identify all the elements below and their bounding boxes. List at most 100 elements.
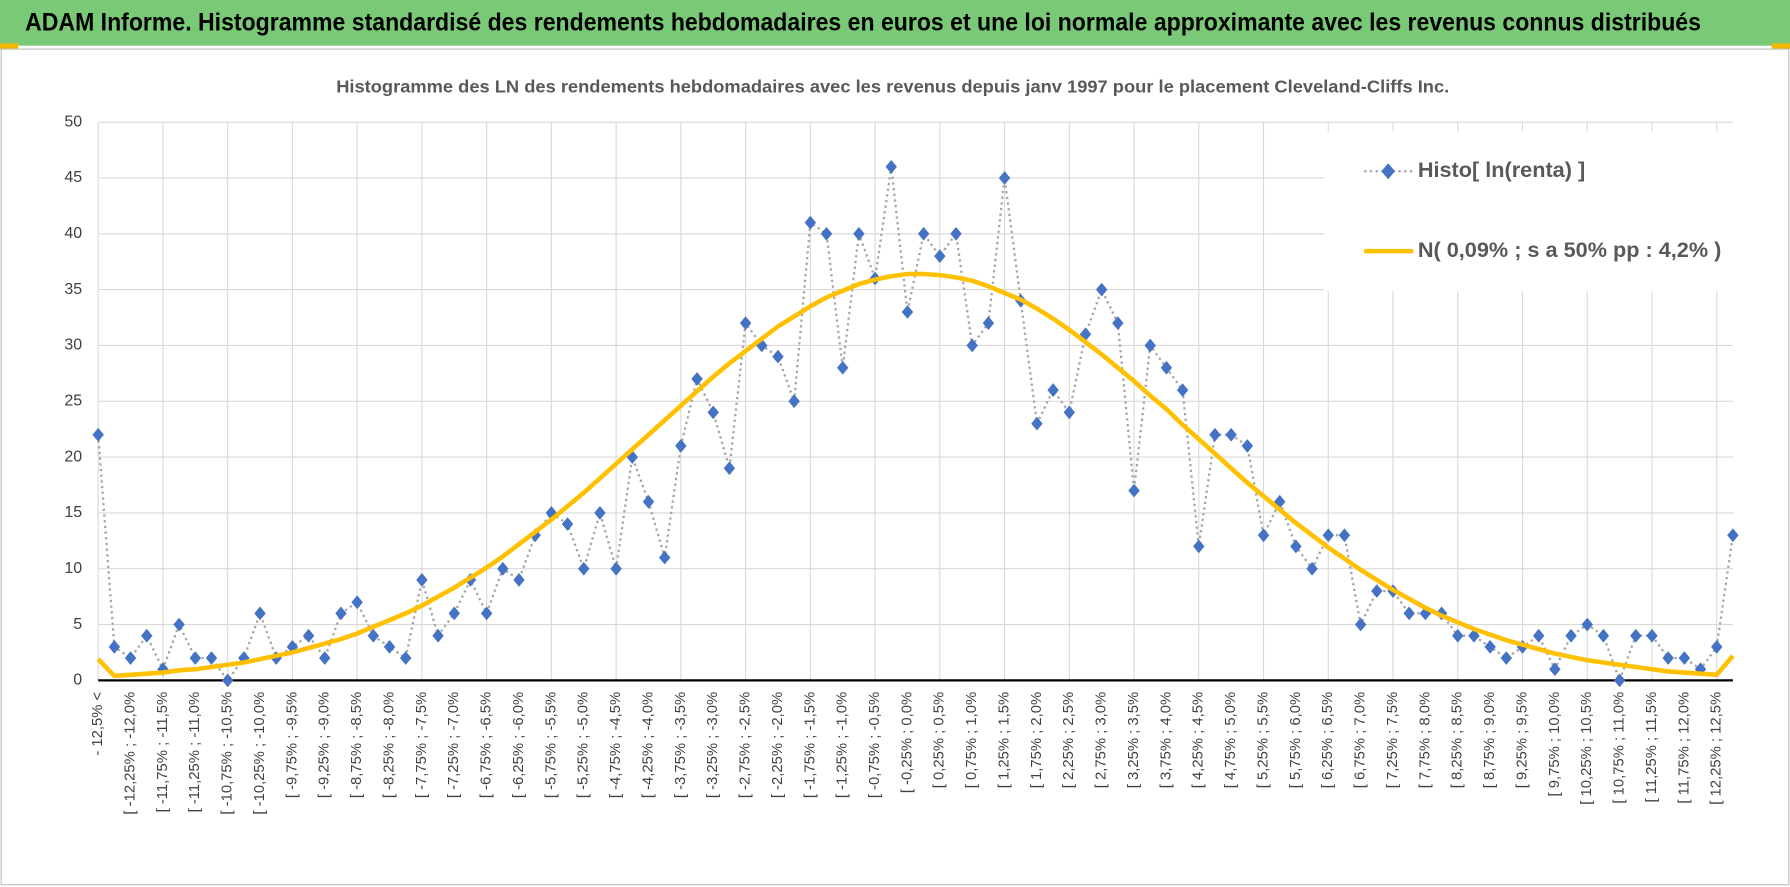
legend-label: N( 0,09% ; s a 50% pp : 4,2% ) <box>1418 237 1722 262</box>
x-tick-label: [ -3,75% ; -3,5% <box>673 692 689 798</box>
marker <box>642 494 655 509</box>
x-tick-label: [ -2,75% ; -2,5% <box>738 692 754 798</box>
y-tick-label: 15 <box>64 504 82 521</box>
marker <box>1047 383 1059 397</box>
x-tick-label: [ 11,75% ; 12,0% <box>1676 692 1692 804</box>
x-tick-label: [ -3,25% ; -3,0% <box>705 692 721 798</box>
x-tick-label: [ -0,75% ; -0,5% <box>867 692 883 798</box>
marker <box>173 617 185 632</box>
marker <box>1257 528 1270 543</box>
marker <box>998 171 1011 185</box>
legend-label: Histo[ ln(renta) ] <box>1418 157 1585 182</box>
y-tick-label: 35 <box>64 281 82 298</box>
marker <box>1209 427 1221 442</box>
marker <box>658 550 671 565</box>
marker <box>351 595 363 610</box>
x-tick-label: [ -6,25% ; -6,0% <box>511 692 527 798</box>
series-line <box>96 271 1735 679</box>
x-tick-label: [ 7,75% ; 8,0% <box>1417 692 1433 788</box>
y-tick-label: 5 <box>73 616 82 633</box>
marker <box>1354 617 1367 632</box>
marker <box>1225 427 1237 442</box>
marker <box>1128 483 1140 498</box>
x-tick-label: [ -5,25% ; -5,0% <box>576 692 592 798</box>
marker <box>1241 439 1254 453</box>
x-tick-label: [ -8,75% ; -8,5% <box>349 692 365 798</box>
x-tick-label: [ -5,75% ; -5,5% <box>543 692 559 798</box>
marker <box>1290 539 1302 554</box>
marker <box>1193 539 1205 554</box>
marker <box>804 215 817 230</box>
x-tick-label: [ 10,25% ; 10,5% <box>1579 692 1595 805</box>
x-tick-label: [ 0,25% ; 0,5% <box>932 692 948 788</box>
marker <box>820 226 833 241</box>
marker <box>1144 338 1156 353</box>
y-tick-label: 45 <box>64 169 82 186</box>
x-tick-label: [ -11,75% ; -11,5% <box>155 692 171 813</box>
x-tick-label: [ 0,75% ; 1,0% <box>964 692 980 788</box>
x-tick-label: [ 6,75% ; 7,0% <box>1353 692 1369 788</box>
marker <box>578 561 590 576</box>
marker <box>772 349 784 364</box>
x-tick-label: [ -6,75% ; -6,5% <box>479 692 495 798</box>
marker <box>1727 528 1739 543</box>
y-tick-label: 25 <box>64 392 82 409</box>
marker <box>610 561 622 576</box>
header-accent <box>1771 43 1790 50</box>
header-title: ADAM Informe. Histogramme standardisé de… <box>25 9 1701 37</box>
header-accent <box>0 43 19 50</box>
x-tick-label: [ 2,75% ; 3,0% <box>1094 692 1110 788</box>
x-tick-label: [ -9,75% ; -9,5% <box>284 692 300 798</box>
x-tick-label: [ 5,25% ; 5,5% <box>1255 692 1271 788</box>
x-tick-label: [ 6,25% ; 6,5% <box>1320 692 1336 788</box>
chart-title: Histogramme des LN des rendements hebdom… <box>336 77 1449 96</box>
y-tick-label: 50 <box>64 113 82 130</box>
marker <box>691 372 703 386</box>
x-tick-label: - 12,5% < <box>90 692 106 756</box>
marker <box>788 394 800 409</box>
marker <box>966 338 978 353</box>
marker <box>1112 316 1124 330</box>
header-bar <box>0 0 1790 46</box>
marker <box>1549 662 1561 677</box>
marker <box>1581 617 1593 632</box>
marker <box>917 226 930 241</box>
y-tick-label: 40 <box>64 225 82 242</box>
x-tick-label: [ 9,25% ; 9,5% <box>1514 692 1530 788</box>
marker <box>837 360 849 375</box>
x-tick-label: [ -7,25% ; -7,0% <box>446 692 462 798</box>
x-tick-label: [ -1,25% ; -1,0% <box>835 692 851 798</box>
y-tick-label: 10 <box>64 560 82 577</box>
x-tick-label: [ -12,25% ; -12,0% <box>122 692 138 815</box>
x-tick-label: [ -2,25% ; -2,0% <box>770 692 786 798</box>
marker <box>739 316 752 330</box>
y-tick-label: 30 <box>64 337 82 354</box>
marker <box>950 226 962 241</box>
marker <box>982 316 995 330</box>
marker <box>675 439 687 453</box>
marker <box>853 226 865 241</box>
x-tick-label: [ -1,75% ; -1,5% <box>802 692 818 798</box>
x-tick-label: [ 11,25% ; 11,5% <box>1644 692 1660 803</box>
x-tick-label: [ -11,25% ; -11,0% <box>187 692 203 813</box>
marker <box>92 427 104 442</box>
x-tick-label: [ -10,75% ; -10,5% <box>220 692 236 815</box>
x-tick-label: [ -4,75% ; -4,5% <box>608 692 624 798</box>
x-tick-label: [ 3,25% ; 3,5% <box>1126 692 1142 788</box>
x-tick-label: [ 10,75% ; 11,0% <box>1612 692 1628 804</box>
marker <box>901 305 914 319</box>
x-tick-label: [ 2,25% ; 2,5% <box>1061 692 1077 788</box>
marker <box>108 640 121 654</box>
x-tick-label: [ 5,75% ; 6,0% <box>1288 692 1304 788</box>
x-tick-label: [ 3,75% ; 4,0% <box>1158 692 1174 788</box>
x-tick-label: [ 8,75% ; 9,0% <box>1482 692 1498 788</box>
marker <box>885 159 897 174</box>
y-tick-label: 0 <box>73 672 82 689</box>
legend-box <box>1324 131 1733 292</box>
marker <box>723 461 736 476</box>
marker <box>594 506 606 520</box>
marker <box>561 517 574 531</box>
marker <box>545 506 558 520</box>
